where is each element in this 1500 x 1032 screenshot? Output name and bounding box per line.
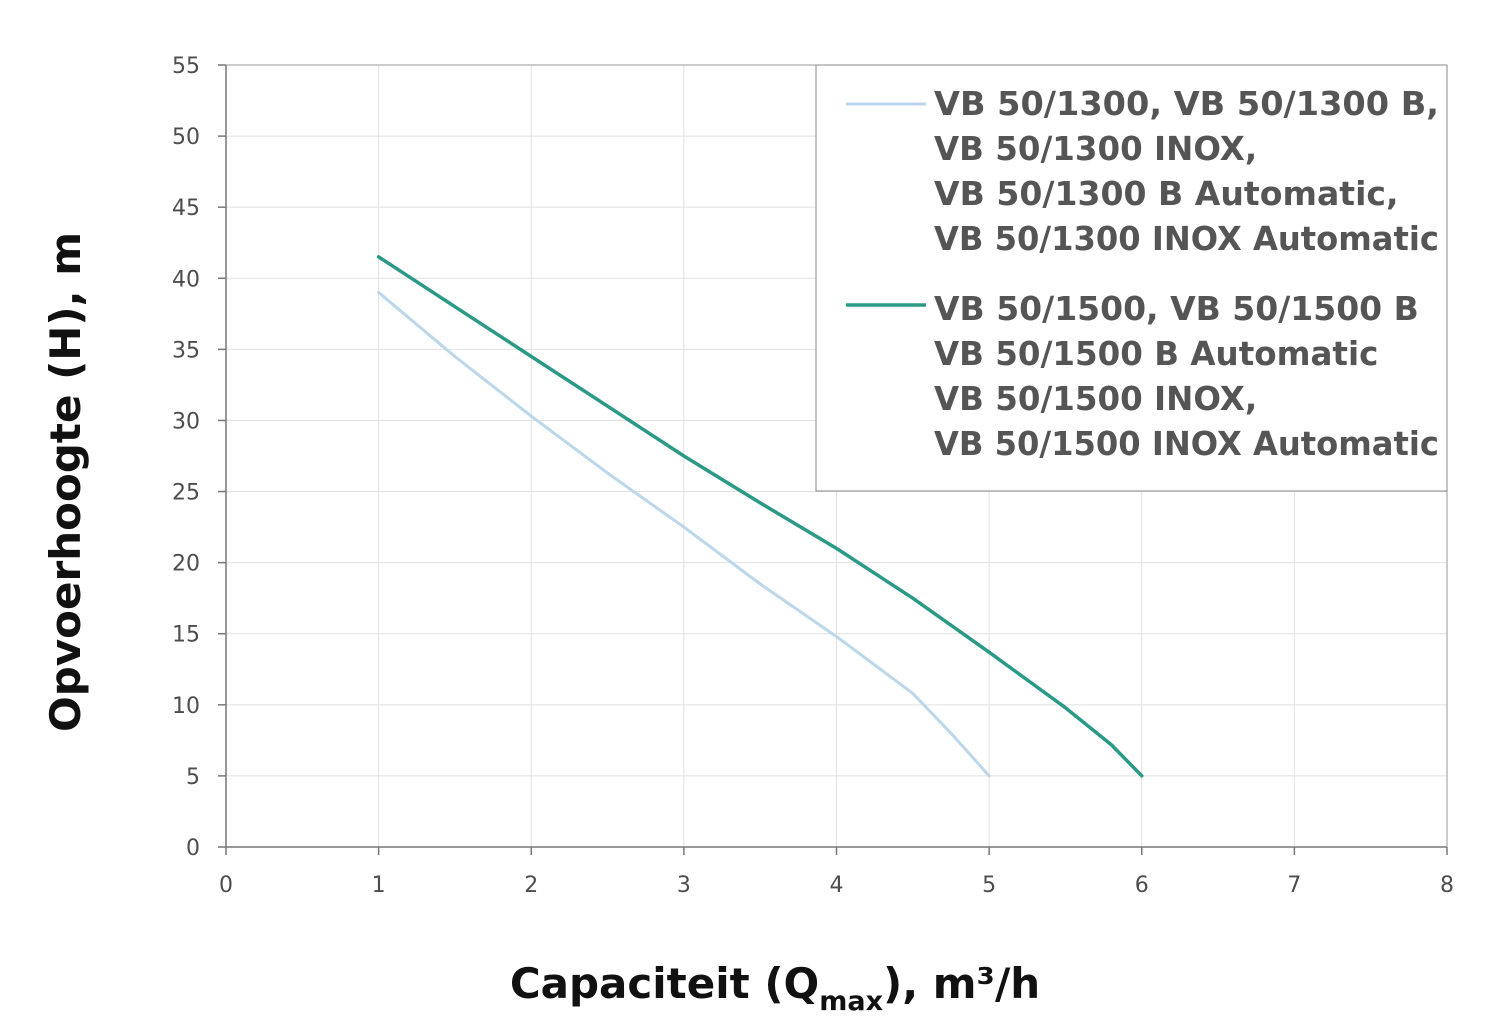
legend-label: VB 50/1500, VB 50/1500 B bbox=[934, 289, 1419, 328]
series-lines bbox=[376, 255, 1144, 778]
x-axis-title: Capaciteit (Qmax), m³/h bbox=[510, 959, 1040, 1017]
series-line-1 bbox=[377, 291, 991, 778]
y-tick-label: 5 bbox=[186, 765, 200, 790]
y-tick-label: 10 bbox=[172, 694, 200, 719]
legend-label: VB 50/1500 B Automatic bbox=[934, 334, 1378, 373]
x-tick-label: 7 bbox=[1287, 873, 1301, 898]
x-tick-label: 5 bbox=[982, 873, 996, 898]
y-tick-label: 45 bbox=[172, 196, 200, 221]
x-tick-label: 6 bbox=[1135, 873, 1149, 898]
y-tick-label: 0 bbox=[186, 836, 200, 861]
legend-label: VB 50/1300 INOX Automatic bbox=[934, 219, 1439, 258]
legend-label: VB 50/1500 INOX Automatic bbox=[934, 424, 1439, 463]
legend-box bbox=[815, 64, 1448, 492]
y-tick-label: 40 bbox=[172, 267, 200, 292]
y-tick-label: 15 bbox=[172, 623, 200, 648]
legend-label: VB 50/1300 INOX, bbox=[934, 129, 1257, 168]
x-tick-label: 0 bbox=[219, 873, 233, 898]
x-tick-labels: 0 1 2 3 4 5 6 7 8 bbox=[219, 873, 1454, 898]
x-tick-label: 3 bbox=[677, 873, 691, 898]
x-tick-label: 2 bbox=[524, 873, 538, 898]
y-tick-label: 20 bbox=[172, 552, 200, 577]
y-tick-label: 25 bbox=[172, 481, 200, 506]
y-tick-label: 30 bbox=[172, 409, 200, 434]
y-tick-label: 55 bbox=[172, 54, 200, 79]
series-line-2 bbox=[376, 255, 1144, 778]
y-tick-label: 50 bbox=[172, 125, 200, 150]
y-tick-label: 35 bbox=[172, 338, 200, 363]
y-tick-labels: 0 5 10 15 20 25 30 35 40 45 50 55 bbox=[172, 54, 200, 861]
y-axis-title: Opvoerhoogte (H), m bbox=[41, 232, 90, 732]
x-tick-label: 8 bbox=[1440, 873, 1454, 898]
legend-label: VB 50/1300, VB 50/1300 B, bbox=[934, 84, 1439, 123]
x-tick-label: 1 bbox=[372, 873, 386, 898]
x-tick-label: 4 bbox=[830, 873, 844, 898]
legend: VB 50/1300, VB 50/1300 B, VB 50/1300 INOX… bbox=[815, 64, 1448, 492]
legend-label: VB 50/1500 INOX, bbox=[934, 379, 1257, 418]
legend-label: VB 50/1300 B Automatic, bbox=[934, 174, 1399, 213]
